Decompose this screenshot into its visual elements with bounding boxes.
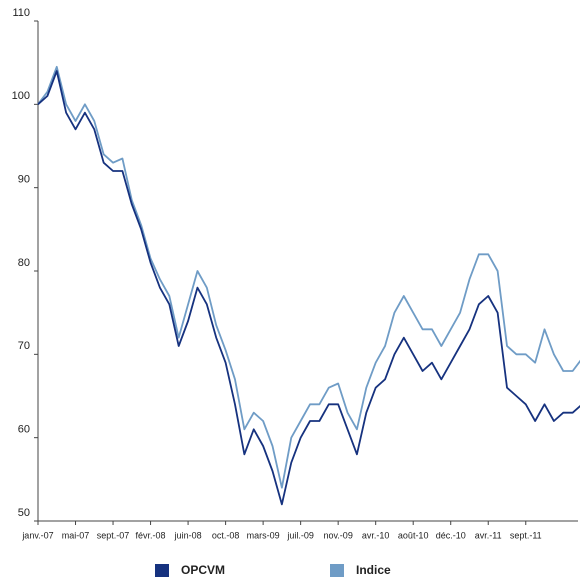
x-tick-label: sept.-07 [97,530,130,540]
x-tick-label: juil.-09 [286,530,314,540]
legend-swatch [330,564,344,577]
x-tick-label: avr.-11 [475,530,502,540]
y-tick-label: 50 [18,507,30,519]
x-tick-label: mars-09 [247,530,280,540]
y-tick-label: 110 [12,7,30,19]
x-tick-label: avr.-10 [362,530,390,540]
x-tick-label: août-10 [398,530,429,540]
y-tick-label: 80 [18,257,30,269]
y-tick-label: 90 [18,174,30,186]
y-tick-label: 70 [18,340,30,352]
legend-swatch [155,564,169,577]
x-tick-label: mai-07 [62,530,90,540]
x-tick-label: déc.-10 [436,530,466,540]
x-tick-label: janv.-07 [21,530,53,540]
x-tick-label: oct.-08 [212,530,240,540]
x-tick-label: nov.-09 [323,530,352,540]
series-line [37,65,580,489]
series-line [37,70,580,506]
y-tick-label: 100 [12,90,30,102]
legend-label: OPCVM [181,563,225,577]
x-tick-label: févr.-08 [136,530,166,540]
x-tick-label: sept.-11 [510,530,542,540]
x-tick-label: juin-08 [174,530,202,540]
y-tick-label: 60 [18,424,30,436]
legend-label: Indice [356,563,391,577]
